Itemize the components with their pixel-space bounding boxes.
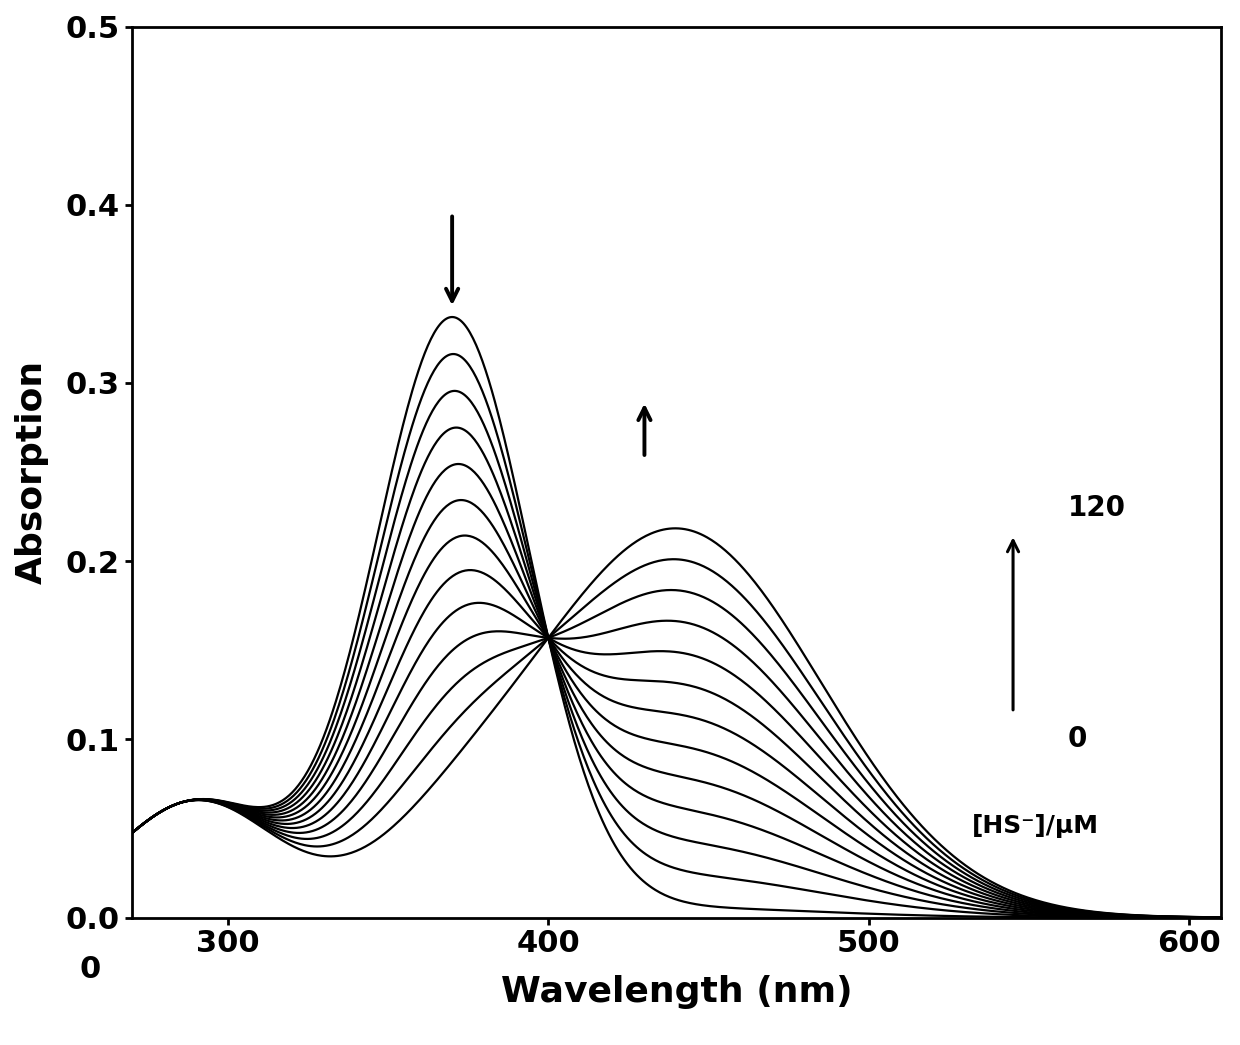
Text: 0: 0 [1068,725,1087,753]
Text: [HS⁻]/μM: [HS⁻]/μM [971,814,1099,838]
Y-axis label: Absorption: Absorption [15,359,50,584]
X-axis label: Wavelength (nm): Wavelength (nm) [501,975,852,1009]
Text: 0: 0 [79,955,102,984]
Text: 120: 120 [1068,494,1126,521]
